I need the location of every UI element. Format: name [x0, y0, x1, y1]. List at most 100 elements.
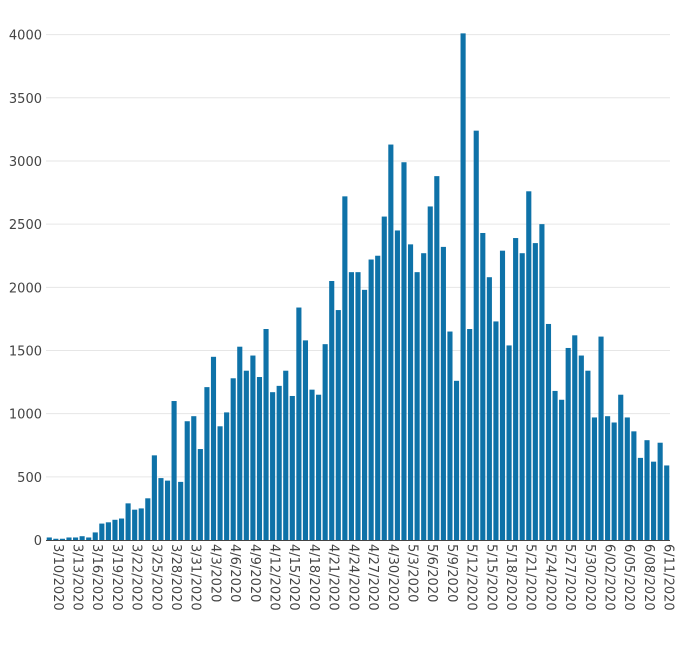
bar — [118, 518, 125, 540]
bar — [256, 377, 263, 540]
bar — [270, 392, 276, 540]
bar — [467, 329, 473, 540]
bar — [605, 416, 611, 540]
bar — [99, 523, 105, 540]
bar — [105, 522, 111, 540]
x-tick-label: 4/27/2020 — [365, 544, 380, 611]
x-tick-label: 4/9/2020 — [247, 544, 262, 602]
y-tick-label: 500 — [17, 471, 42, 486]
y-tick-label: 2500 — [9, 218, 42, 233]
bar — [243, 370, 249, 540]
x-tick-label: 6/05/2020 — [621, 544, 636, 611]
y-tick-label: 3000 — [9, 155, 42, 170]
x-tick-label: 3/16/2020 — [89, 544, 104, 611]
x-tick-label: 5/18/2020 — [503, 544, 518, 611]
bar — [552, 390, 558, 540]
bar — [651, 461, 657, 540]
bar — [342, 196, 348, 540]
bar — [427, 206, 433, 540]
x-tick-label: 3/28/2020 — [168, 544, 183, 611]
bar — [138, 508, 144, 540]
bar — [263, 329, 269, 540]
bar — [493, 321, 499, 540]
x-tick-label: 3/31/2020 — [188, 544, 203, 611]
bar — [191, 416, 197, 540]
y-tick-label: 1000 — [9, 408, 42, 423]
bar — [572, 335, 578, 540]
bar — [178, 481, 184, 540]
x-tick-label: 5/30/2020 — [582, 544, 597, 611]
bar — [296, 307, 302, 540]
x-tick-label: 3/25/2020 — [148, 544, 163, 611]
x-tick-label: 4/12/2020 — [267, 544, 282, 611]
bar — [276, 385, 282, 540]
bar — [230, 378, 236, 540]
bar — [447, 331, 453, 540]
bar — [644, 440, 650, 540]
bar — [204, 387, 210, 540]
x-tick-label: 4/15/2020 — [286, 544, 301, 611]
bar — [499, 250, 506, 541]
x-tick-label: 4/30/2020 — [385, 544, 400, 611]
bar — [421, 253, 427, 540]
x-tick-label: 3/10/2020 — [50, 544, 65, 611]
x-tick-label: 6/11/2020 — [661, 544, 676, 611]
y-tick-label: 1500 — [9, 344, 42, 359]
x-tick-label: 4/3/2020 — [207, 544, 222, 602]
bar — [611, 422, 617, 540]
x-tick-label: 5/6/2020 — [424, 544, 439, 602]
bar — [532, 243, 538, 540]
bar — [72, 537, 79, 540]
bar — [473, 130, 479, 540]
bar — [92, 532, 98, 540]
y-tick-label: 3500 — [9, 92, 42, 107]
bar — [250, 355, 256, 540]
bar — [440, 246, 446, 540]
bar — [401, 162, 407, 541]
bar — [309, 389, 315, 540]
bars — [46, 33, 670, 541]
bar — [578, 355, 584, 540]
bar — [559, 399, 565, 540]
bar — [46, 537, 52, 540]
x-tick-label: 5/21/2020 — [523, 544, 538, 611]
bar — [53, 538, 59, 540]
x-tick-label: 4/18/2020 — [306, 544, 321, 611]
x-tick-label: 5/24/2020 — [542, 544, 557, 611]
bar — [394, 230, 400, 540]
x-tick-label: 4/24/2020 — [345, 544, 360, 611]
bar — [329, 281, 335, 540]
bar — [513, 238, 519, 541]
bar — [217, 426, 223, 540]
bar — [565, 347, 571, 540]
x-tick-label: 5/27/2020 — [562, 544, 577, 611]
bar — [237, 346, 243, 540]
x-tick-label: 3/13/2020 — [69, 544, 84, 611]
x-tick-label: 3/19/2020 — [109, 544, 124, 611]
bar — [210, 356, 217, 540]
bar — [164, 480, 171, 540]
bar — [289, 395, 295, 540]
bar — [539, 224, 545, 540]
bar — [125, 503, 131, 540]
bar — [585, 370, 591, 540]
x-tick-label: 6/08/2020 — [641, 544, 656, 611]
bar — [322, 344, 328, 540]
bar — [132, 509, 138, 540]
bar — [637, 457, 644, 540]
x-tick-label: 4/21/2020 — [326, 544, 341, 611]
y-tick-label: 2000 — [9, 281, 42, 296]
bar — [316, 394, 322, 540]
x-tick-label: 4/6/2020 — [227, 544, 242, 602]
bar — [624, 417, 630, 540]
bar — [355, 272, 361, 540]
bar — [79, 536, 85, 540]
bar — [519, 253, 525, 540]
bar — [434, 176, 440, 540]
x-tick-label: 6/02/2020 — [602, 544, 617, 611]
bar — [591, 417, 598, 540]
bar — [545, 323, 552, 540]
bar — [224, 412, 230, 540]
bar — [335, 310, 341, 540]
